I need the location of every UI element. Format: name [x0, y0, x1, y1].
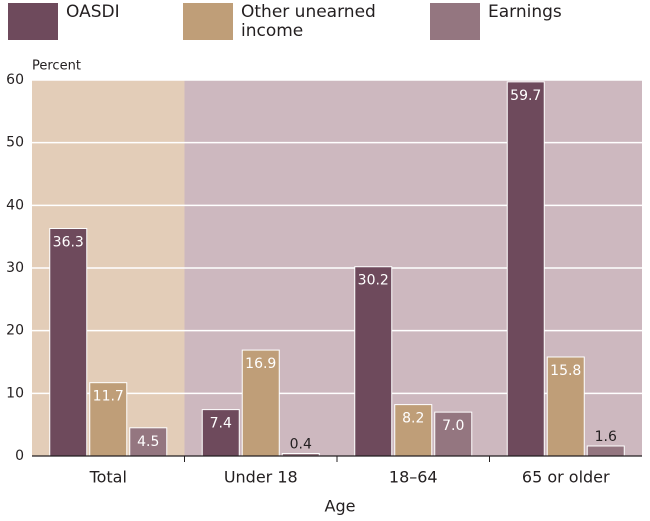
value-label: 59.7	[510, 88, 541, 104]
x-tick-label: Under 18	[224, 468, 298, 487]
legend-item: Other unearned income	[183, 3, 391, 41]
value-label: 15.8	[550, 363, 581, 379]
value-label: 8.2	[402, 411, 424, 427]
y-tick-label: 10	[6, 385, 24, 401]
legend-swatch	[183, 3, 233, 40]
legend-swatch	[430, 3, 480, 40]
bar	[49, 228, 88, 457]
bar	[201, 409, 240, 457]
legend-item: Earnings	[430, 3, 638, 40]
x-tick-label: Total	[89, 468, 127, 487]
value-label: 7.4	[210, 416, 232, 432]
y-axis-label: Percent	[32, 59, 81, 74]
bar	[506, 81, 545, 457]
value-label: 1.6	[595, 429, 617, 445]
y-tick-label: 30	[6, 260, 24, 276]
legend-label: OASDI	[66, 2, 120, 22]
bar	[129, 427, 168, 457]
bar	[434, 411, 473, 457]
legend-item: OASDI	[8, 3, 216, 40]
legend-swatch	[8, 3, 58, 40]
value-label: 4.5	[137, 434, 159, 450]
bar	[394, 404, 433, 457]
value-label: 16.9	[245, 356, 276, 372]
bar	[89, 382, 128, 457]
x-tick-label: 65 or older	[522, 468, 610, 487]
value-label: 11.7	[93, 389, 124, 405]
legend-label: Other unearned income	[241, 2, 376, 41]
y-tick-label: 20	[6, 323, 24, 339]
value-label: 36.3	[53, 235, 84, 251]
y-tick-label: 60	[6, 72, 24, 88]
value-label: 30.2	[358, 273, 389, 289]
y-tick-label: 0	[15, 448, 24, 464]
x-axis-label: Age	[325, 497, 356, 516]
legend-label: Earnings	[488, 2, 562, 22]
value-label: 0.4	[290, 436, 312, 452]
y-tick-label: 40	[6, 197, 24, 213]
bar	[354, 266, 393, 457]
value-label: 7.0	[442, 418, 464, 434]
x-tick-label: 18–64	[389, 468, 438, 487]
y-tick-label: 50	[6, 135, 24, 151]
bar	[586, 445, 625, 457]
